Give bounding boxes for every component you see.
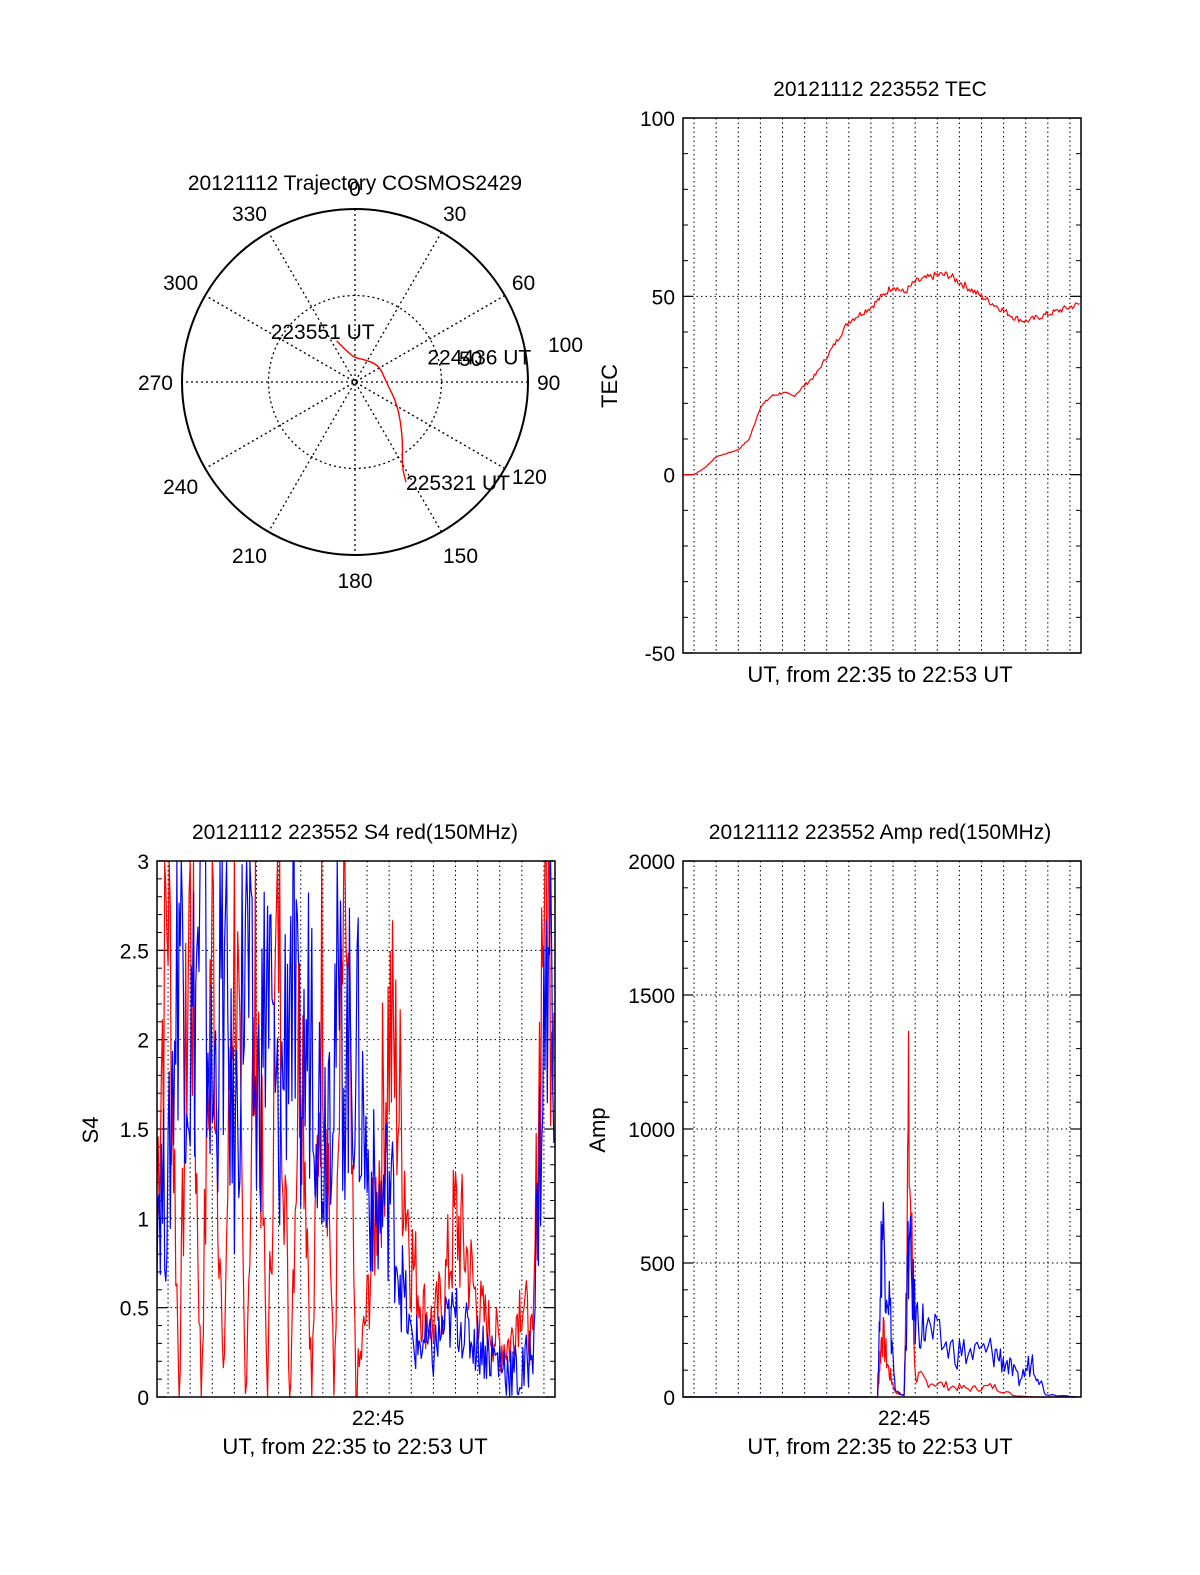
polar-angle-label: 300 (163, 272, 198, 295)
s4-plot-area: 0 0.5 1 1.5 2 2.5 3 22:45 (120, 851, 556, 1430)
polar-angle-label: 0 (349, 178, 361, 201)
x-tick-label: 22:45 (352, 1407, 405, 1430)
polar-angle-labels: 0 30 60 90 120 150 180 210 240 270 300 330 50 100 (138, 178, 583, 593)
s4-xlabel: UT, from 22:35 to 22:53 UT (222, 1434, 487, 1459)
amp-panel: 20121112 223552 Amp red(150MHz) UT, from… (585, 821, 1082, 1459)
tec-panel: 20121112 223552 TEC UT, from 22:35 to 22… (597, 78, 1082, 687)
s4-title: 20121112 223552 S4 red(150MHz) (192, 821, 518, 844)
y-tick-label: 0 (663, 465, 675, 488)
tec-title: 20121112 223552 TEC (773, 78, 987, 101)
series-line (682, 271, 1080, 476)
x-tick-label: 22:45 (878, 1407, 931, 1430)
y-tick-label: 3 (137, 851, 149, 874)
y-tick-label: 2.5 (120, 940, 149, 963)
s4-ylabel: S4 (78, 1117, 103, 1144)
tec-xlabel: UT, from 22:35 to 22:53 UT (747, 662, 1012, 687)
y-tick-label: 1000 (628, 1119, 675, 1142)
s4-panel: 20121112 223552 S4 red(150MHz) UT, from … (78, 821, 556, 1459)
polar-grid (181, 208, 529, 556)
polar-angle-label: 120 (512, 466, 547, 489)
tec-ylabel: TEC (597, 364, 622, 408)
series-line (683, 1030, 1077, 1398)
trajectory-line (336, 340, 407, 483)
polar-angle-label: 210 (232, 545, 267, 568)
y-tick-label: -50 (645, 643, 675, 666)
trajectory-time-label: 224436 UT (427, 346, 531, 369)
amp-title: 20121112 223552 Amp red(150MHz) (709, 821, 1051, 844)
polar-angle-label: 240 (163, 476, 198, 499)
amp-plot-area: 0 500 1000 1500 2000 22:45 (628, 851, 1082, 1430)
polar-trajectory-series: 223551 UT 224436 UT 225321 UT (271, 321, 532, 495)
polar-angle-label: 60 (512, 272, 535, 295)
y-tick-label: 0 (137, 1387, 149, 1410)
polar-angle-label: 30 (443, 203, 466, 226)
polar-radial-label: 100 (548, 334, 583, 357)
trajectory-polar-panel: 20121112 Trajectory COSMOS2429 0 30 60 90 12… (138, 172, 583, 593)
plot-frame (156, 860, 556, 1398)
y-tick-label: 2000 (628, 851, 675, 874)
y-tick-label: 1.5 (120, 1119, 149, 1142)
trajectory-time-label: 225321 UT (406, 472, 510, 495)
polar-angle-label: 330 (232, 203, 267, 226)
y-tick-label: 1500 (628, 985, 675, 1008)
plot-frame (682, 117, 1082, 654)
amp-ylabel: Amp (585, 1107, 610, 1152)
polar-radial-label: 50 (459, 348, 482, 371)
plot-frame (682, 860, 1082, 1398)
polar-angle-label: 150 (443, 545, 478, 568)
trajectory-time-label: 223551 UT (271, 321, 375, 344)
y-tick-label: 50 (652, 286, 675, 309)
y-tick-label: 0.5 (120, 1298, 149, 1321)
y-tick-label: 2 (137, 1030, 149, 1053)
trajectory-title: 20121112 Trajectory COSMOS2429 (188, 172, 522, 195)
polar-angle-label: 90 (537, 372, 560, 395)
y-tick-label: 0 (663, 1387, 675, 1410)
y-tick-label: 100 (640, 108, 675, 131)
y-tick-label: 1 (137, 1208, 149, 1231)
polar-angle-label: 270 (138, 372, 173, 395)
series-line (683, 1201, 1078, 1398)
polar-angle-label: 180 (337, 570, 372, 593)
amp-xlabel: UT, from 22:35 to 22:53 UT (747, 1434, 1012, 1459)
y-tick-label: 500 (640, 1253, 675, 1276)
series-line (156, 860, 555, 1398)
tec-plot-area: -50 0 50 100 (640, 108, 1082, 666)
